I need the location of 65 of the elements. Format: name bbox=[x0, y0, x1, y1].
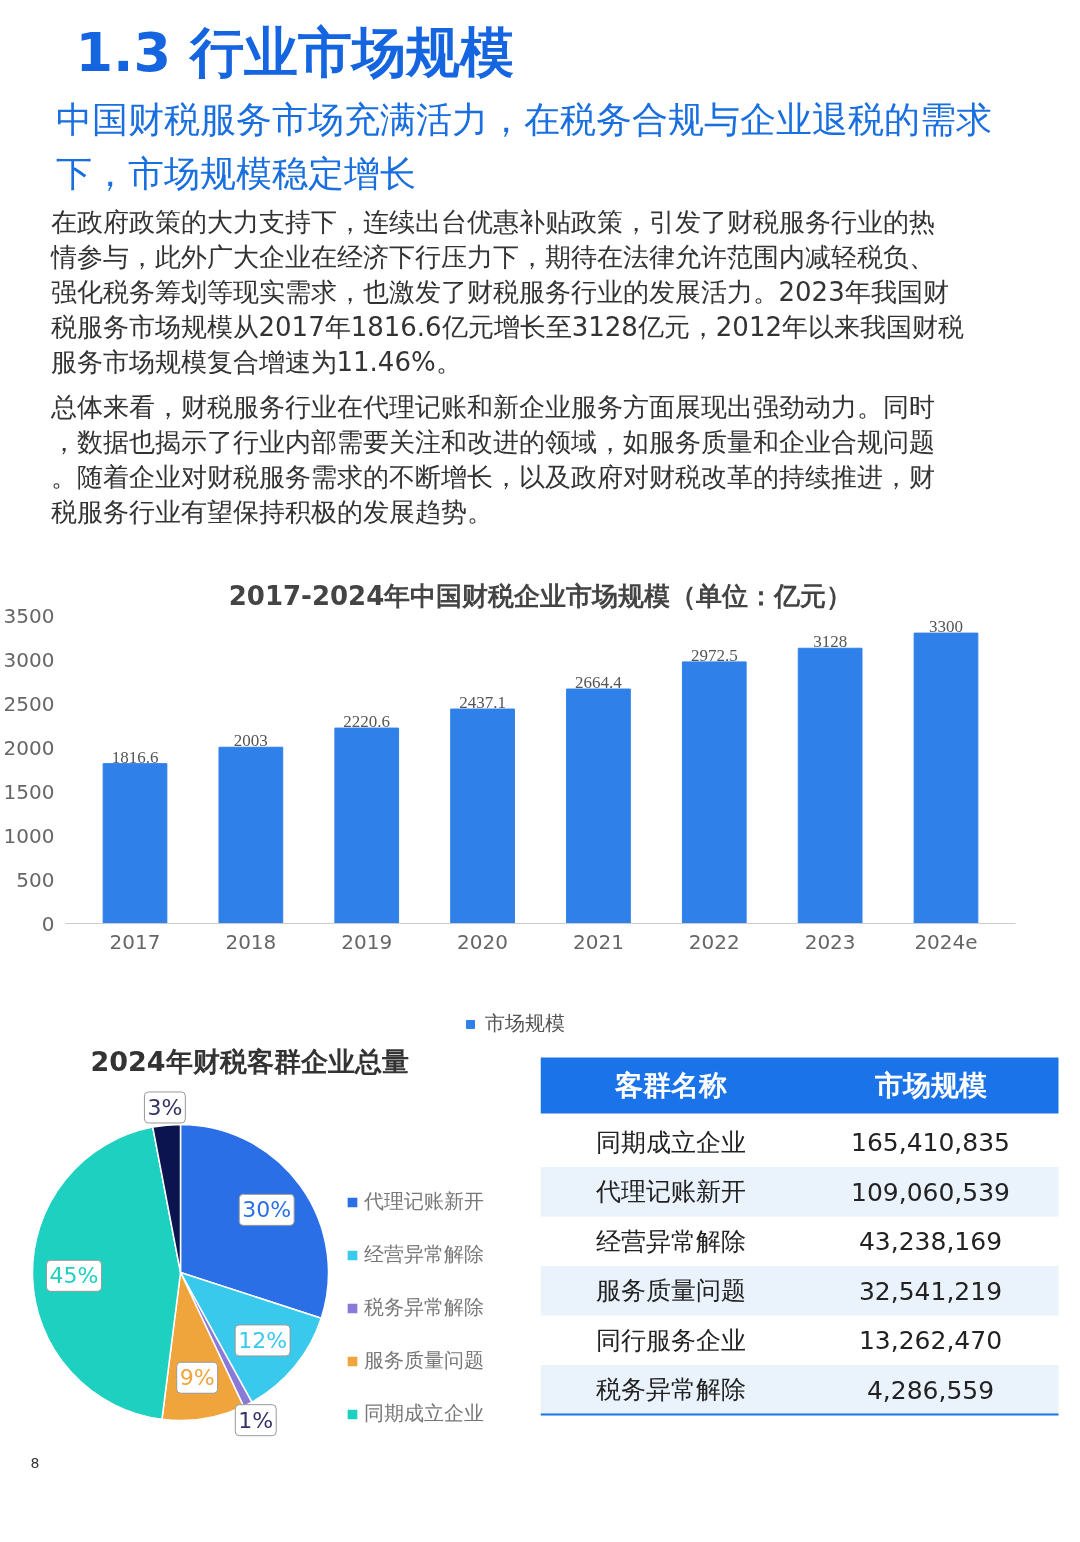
x-tick-label: 2022 bbox=[688, 929, 740, 954]
y-tick-label: 1000 bbox=[3, 823, 55, 848]
text: 1.3 行业市场规模 bbox=[75, 20, 514, 84]
y-tick-label: 1500 bbox=[3, 779, 55, 804]
text: 13,262,470 bbox=[858, 1326, 1003, 1356]
legend-label: 同期成立企业 bbox=[364, 1400, 484, 1427]
chart-title: 2017-2024年中国财税企业市场规模（单位：亿元） bbox=[228, 580, 853, 611]
category-label: 代理记账新开 bbox=[594, 1177, 746, 1207]
category-label: 同行服务企业 bbox=[595, 1325, 746, 1355]
bar bbox=[797, 647, 863, 924]
y-tick-label: 2000 bbox=[3, 735, 55, 760]
category-label: 服务质量问题 bbox=[595, 1276, 746, 1306]
bar bbox=[913, 632, 979, 924]
bar bbox=[218, 746, 284, 924]
text: 中国财税服务市场充满活力，在税务合规与企业退税的需求下，市场规模稳定增长 bbox=[55, 98, 992, 194]
text: 市场规模 bbox=[873, 1069, 987, 1102]
text: 109,060,539 bbox=[850, 1177, 1011, 1207]
legend-label: 代理记账新开 bbox=[364, 1188, 484, 1215]
data-label: 9% bbox=[179, 1365, 215, 1391]
data-label: 2972.5 bbox=[690, 645, 738, 665]
bar bbox=[681, 661, 747, 924]
x-tick-label: 2019 bbox=[341, 929, 393, 954]
data-label: 1% bbox=[238, 1407, 274, 1433]
x-tick-label: 2021 bbox=[572, 929, 624, 954]
data-label: 2664.4 bbox=[575, 673, 623, 693]
legend-label: 服务质量问题 bbox=[364, 1347, 484, 1374]
bar bbox=[450, 708, 515, 924]
x-tick-label: 2024e bbox=[914, 929, 978, 954]
x-tick-label: 2023 bbox=[804, 929, 856, 954]
text: 总体来看，财税服务行业在代理记账和新企业服务方面展现出强劲动力。同时，数据也揭示了行业内部需要关注和改进的领域，如服务质量和企业合规问题。随着企业对财税服务需求的不断增长，以及政府对财税改革的持续推进，财税服务行业有望保持积极的发展趋势。 bbox=[49, 391, 935, 527]
chart-title: 2024年财税客群企业总量 bbox=[90, 1045, 409, 1077]
data-label: 30% bbox=[242, 1197, 292, 1223]
data-label: 3% bbox=[147, 1094, 183, 1120]
category-label: 经营异常解除 bbox=[595, 1226, 746, 1256]
y-tick-label: 3500 bbox=[3, 603, 55, 628]
data-label: 3128 bbox=[813, 632, 848, 652]
data-label: 2437.1 bbox=[459, 693, 506, 713]
text: 165,410,835 bbox=[850, 1128, 1011, 1158]
text: 在政府政策的大力支持下，连续出台优惠补贴政策，引发了财税服务行业的热情参与，此外广大企业在经济下行压力下，期待在法律允许范围内减轻税负、强化税务筹划等现实需求，也激发了财税服务行业的发展活力。2023年我国财税服务市场规模从2017年1816.6亿元增长至3128亿元，2012年以来我国财税服务市场规模复合增速为11.46%。 bbox=[49, 206, 964, 377]
data-label: 3300 bbox=[928, 617, 963, 637]
x-tick-label: 2018 bbox=[225, 929, 277, 954]
data-label: 2220.6 bbox=[343, 712, 391, 732]
data-label: 2003 bbox=[233, 731, 268, 751]
text: 客群名称 bbox=[613, 1069, 727, 1102]
y-tick-label: 0 bbox=[41, 911, 55, 936]
text: 4,286,559 bbox=[866, 1375, 995, 1405]
category-label: 同期成立企业 bbox=[595, 1127, 746, 1157]
x-tick-label: 2020 bbox=[457, 929, 509, 954]
data-label: 12% bbox=[238, 1327, 288, 1353]
category-label: 税务异常解除 bbox=[595, 1375, 746, 1405]
text: 8 bbox=[30, 1454, 40, 1471]
y-tick-label: 2500 bbox=[3, 691, 55, 716]
bar bbox=[566, 688, 631, 924]
legend-label: 市场规模 bbox=[485, 1010, 565, 1037]
text: 32,541,219 bbox=[858, 1276, 1003, 1306]
y-tick-label: 3000 bbox=[3, 647, 55, 672]
data-label: 45% bbox=[49, 1263, 99, 1289]
y-tick-label: 500 bbox=[16, 867, 55, 892]
text: 43,238,169 bbox=[858, 1227, 1003, 1257]
legend-label: 税务异常解除 bbox=[364, 1294, 484, 1321]
bar bbox=[334, 727, 400, 924]
legend-label: 经营异常解除 bbox=[364, 1241, 484, 1268]
bar bbox=[102, 763, 168, 924]
x-tick-label: 2017 bbox=[109, 929, 161, 954]
data-label: 1816.6 bbox=[111, 747, 159, 767]
